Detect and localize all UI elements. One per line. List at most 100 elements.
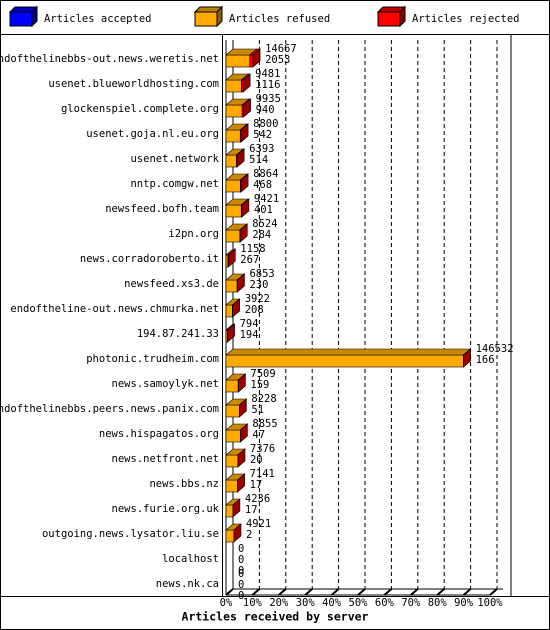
bar [225,504,234,518]
tick-mark [330,588,340,596]
y-tick-label: news.netfront.net [112,453,219,465]
bar-side [236,148,245,168]
value-label: 4236 [245,493,270,505]
value-label: 47 [252,429,265,441]
value-label: 9935 [256,93,281,105]
value-label: 2053 [265,54,290,66]
value-label: 8855 [252,418,277,430]
x-tick-label: 100% [477,597,503,609]
value-label: 208 [245,304,264,316]
value-label: 0 [238,579,244,591]
x-tick-label: 10% [243,597,263,609]
bar-side [232,498,241,518]
bar-side [237,273,245,293]
y-tick-label: endoftheline-out.news.chmurka.net [10,303,219,315]
bar [225,204,242,218]
tick-mark [383,588,393,596]
y-tick-label: news.nk.ca [156,578,219,590]
bar [225,54,251,68]
y-tick-label: endofthelinebbs-out.news.weretis.net [0,53,219,65]
value-label: 14667 [265,43,297,55]
value-label: 284 [252,229,271,241]
bar-side [240,173,249,193]
y-tick-label: endofthelinebbs.peers.news.panix.com [0,403,219,415]
y-tick-label: usenet.blueworldhosting.com [48,78,219,90]
value-label: 230 [249,279,268,291]
bar-side [240,423,248,443]
value-label: 0 [238,565,244,577]
value-label: 267 [240,254,259,266]
y-tick-label: usenet.goja.nl.eu.org [86,128,219,140]
legend-swatch [9,11,33,27]
value-label: 7376 [250,443,275,455]
bar [225,154,237,168]
tick-mark [225,588,234,596]
x-tick-label: 20% [269,597,289,609]
value-label: 2 [246,529,252,541]
bar-side [239,398,247,418]
bar-side [241,198,250,218]
value-label: 9421 [254,193,279,205]
x-tick-label: 30% [296,597,316,609]
value-label: 17 [250,479,263,491]
value-label: 0 [238,590,244,602]
legend-label: Articles accepted [44,13,151,25]
bar-side [239,223,248,243]
value-label: 194 [240,329,259,341]
value-label: 146532 [476,343,514,355]
y-tick-label: photonic.trudheim.com [86,353,219,365]
y-tick-label: nntp.comgw.net [130,178,219,190]
bar-side [238,373,246,393]
x-tick-label: 70% [401,597,421,609]
y-tick-label: outgoing.news.lysator.liu.se [42,528,219,540]
y-tick-label: news.corradoroberto.it [80,253,219,265]
value-label: 794 [240,318,259,330]
value-label: 6853 [249,268,274,280]
y-tick-label: newsfeed.bofh.team [105,203,219,215]
value-label: 8864 [253,168,278,180]
bar [225,354,464,368]
value-label: 401 [254,204,273,216]
value-label: 514 [249,154,268,166]
chart-title: Articles received by server [182,610,369,624]
bar [225,79,242,93]
value-label: 7141 [250,468,275,480]
tick-mark [489,588,498,596]
value-label: 3922 [245,293,270,305]
value-label: 1116 [255,79,280,91]
value-label: 0 [238,568,244,580]
value-label: 0 [238,543,244,555]
value-label: 166 [476,354,495,366]
bar-side [233,523,242,543]
x-tick-label: 80% [428,597,448,609]
bar [225,104,243,118]
value-label: 8800 [253,118,278,130]
tick-mark [251,588,261,596]
legend-swatch-side [31,5,38,28]
value-label: 542 [253,129,272,141]
bar [225,129,241,143]
value-label: 159 [250,379,269,391]
bar [225,429,241,443]
tick-mark [462,588,472,596]
value-label: 51 [251,404,264,416]
x-tick-label: 0% [220,597,233,609]
value-label: 940 [256,104,275,116]
x-tick-label: 90% [454,597,474,609]
bar [225,179,241,193]
bar-side [237,448,246,468]
tick-mark [410,588,419,596]
tick-mark [278,588,287,596]
legend-swatch [377,11,401,27]
bar [225,379,239,393]
legend-label: Articles rejected [412,13,519,25]
tick-mark [304,588,313,596]
bar-side [463,348,471,368]
bar-side [232,298,240,318]
x-tick-label: 50% [349,597,369,609]
y-tick-label: glockenspiel.complete.org [61,103,219,115]
bar-side [237,473,245,493]
y-tick-label: news.furie.org.uk [112,503,220,515]
value-label: 468 [253,179,272,191]
